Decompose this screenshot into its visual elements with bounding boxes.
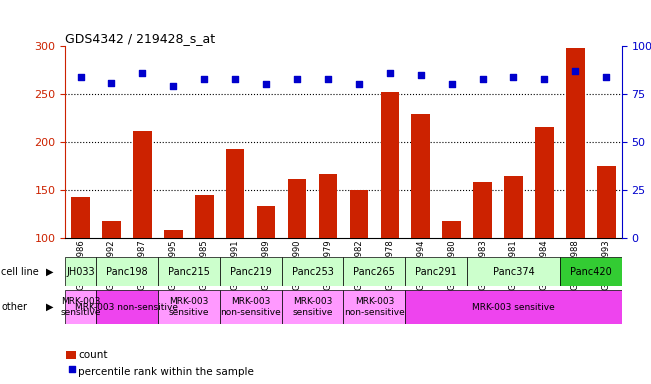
Text: Panc215: Panc215 (168, 266, 210, 277)
Text: MRK-003
sensitive: MRK-003 sensitive (61, 298, 101, 317)
Bar (288, 179, 306, 334)
Bar (473, 182, 492, 334)
Bar (597, 166, 615, 334)
Text: other: other (1, 302, 27, 312)
Bar (219, 257, 281, 286)
Bar (102, 221, 120, 334)
Text: Panc219: Panc219 (230, 266, 271, 277)
Bar (226, 149, 244, 334)
Bar (158, 257, 219, 286)
Bar (411, 114, 430, 334)
Bar (281, 290, 343, 324)
Bar (405, 257, 467, 286)
Bar (560, 257, 622, 286)
Text: GDS4342 / 219428_s_at: GDS4342 / 219428_s_at (65, 32, 215, 45)
Text: MRK-003 non-sensitive: MRK-003 non-sensitive (76, 303, 178, 312)
Point (261, 81, 271, 88)
Bar (96, 290, 158, 324)
Text: percentile rank within the sample: percentile rank within the sample (78, 367, 254, 377)
Point (76, 74, 86, 80)
Text: Panc198: Panc198 (106, 266, 148, 277)
Bar (504, 176, 523, 334)
Point (323, 76, 333, 82)
Text: ▶: ▶ (46, 302, 53, 312)
Point (601, 74, 611, 80)
Text: Panc265: Panc265 (353, 266, 395, 277)
Bar (65, 290, 96, 324)
Bar (350, 190, 368, 334)
Bar (256, 207, 275, 334)
Bar (467, 257, 560, 286)
Point (168, 83, 178, 89)
Point (415, 72, 426, 78)
Bar (535, 127, 553, 334)
Text: ▶: ▶ (46, 266, 53, 277)
Point (292, 76, 302, 82)
Text: cell line: cell line (1, 266, 39, 277)
Text: Panc291: Panc291 (415, 266, 457, 277)
Bar (344, 290, 405, 324)
Bar (195, 195, 214, 334)
Bar (281, 257, 343, 286)
Text: MRK-003
sensitive: MRK-003 sensitive (169, 298, 209, 317)
Point (67, 366, 77, 372)
Text: JH033: JH033 (66, 266, 95, 277)
Text: MRK-003
sensitive: MRK-003 sensitive (292, 298, 333, 317)
Point (137, 70, 148, 76)
Text: MRK-003
non-sensitive: MRK-003 non-sensitive (344, 298, 405, 317)
Point (539, 76, 549, 82)
Bar (219, 290, 281, 324)
Point (230, 76, 240, 82)
Point (508, 74, 519, 80)
Bar (405, 290, 622, 324)
Bar (380, 92, 399, 334)
Point (199, 76, 210, 82)
Bar (65, 257, 96, 286)
Point (477, 76, 488, 82)
Bar (158, 290, 219, 324)
Bar (164, 230, 182, 334)
Text: MRK-003
non-sensitive: MRK-003 non-sensitive (220, 298, 281, 317)
Point (353, 81, 364, 88)
Text: Panc420: Panc420 (570, 266, 612, 277)
Text: count: count (78, 350, 107, 360)
Text: Panc253: Panc253 (292, 266, 333, 277)
Bar (344, 257, 405, 286)
Bar (133, 131, 152, 334)
Point (570, 68, 581, 74)
Point (447, 81, 457, 88)
Text: Panc374: Panc374 (493, 266, 534, 277)
Bar (96, 257, 158, 286)
Text: MRK-003 sensitive: MRK-003 sensitive (472, 303, 555, 312)
Bar (318, 174, 337, 334)
Point (385, 70, 395, 76)
Point (106, 79, 117, 86)
Bar (442, 221, 461, 334)
Bar (72, 197, 90, 334)
Bar (566, 48, 585, 334)
